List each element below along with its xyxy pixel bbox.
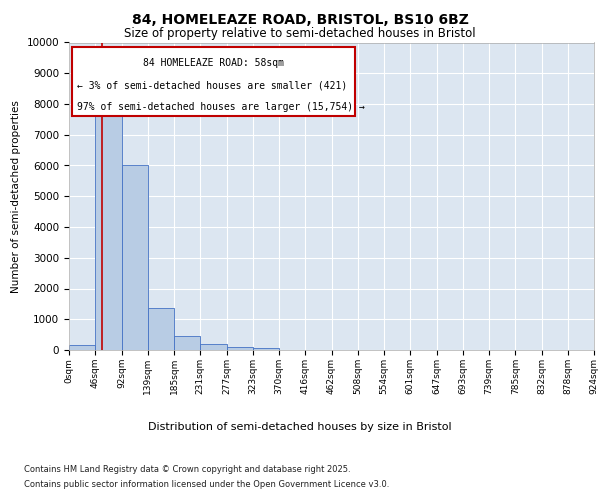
FancyBboxPatch shape [71, 47, 355, 116]
Text: Distribution of semi-detached houses by size in Bristol: Distribution of semi-detached houses by … [148, 422, 452, 432]
Bar [148, 308, 174, 350]
Text: ← 3% of semi-detached houses are smaller (421): ← 3% of semi-detached houses are smaller… [77, 80, 347, 90]
Text: 97% of semi-detached houses are larger (15,754) →: 97% of semi-detached houses are larger (… [77, 102, 365, 112]
Bar [174, 336, 200, 350]
Bar [253, 348, 279, 350]
Text: Contains public sector information licensed under the Open Government Licence v3: Contains public sector information licen… [24, 480, 389, 489]
Text: 84 HOMELEAZE ROAD: 58sqm: 84 HOMELEAZE ROAD: 58sqm [143, 58, 284, 68]
Text: Contains HM Land Registry data © Crown copyright and database right 2025.: Contains HM Land Registry data © Crown c… [24, 465, 350, 474]
Bar [227, 347, 253, 350]
Bar [95, 107, 121, 350]
Bar [69, 346, 95, 350]
Text: 84, HOMELEAZE ROAD, BRISTOL, BS10 6BZ: 84, HOMELEAZE ROAD, BRISTOL, BS10 6BZ [131, 12, 469, 26]
Bar [200, 344, 227, 350]
Y-axis label: Number of semi-detached properties: Number of semi-detached properties [11, 100, 21, 292]
Text: Size of property relative to semi-detached houses in Bristol: Size of property relative to semi-detach… [124, 28, 476, 40]
Bar [121, 166, 148, 350]
